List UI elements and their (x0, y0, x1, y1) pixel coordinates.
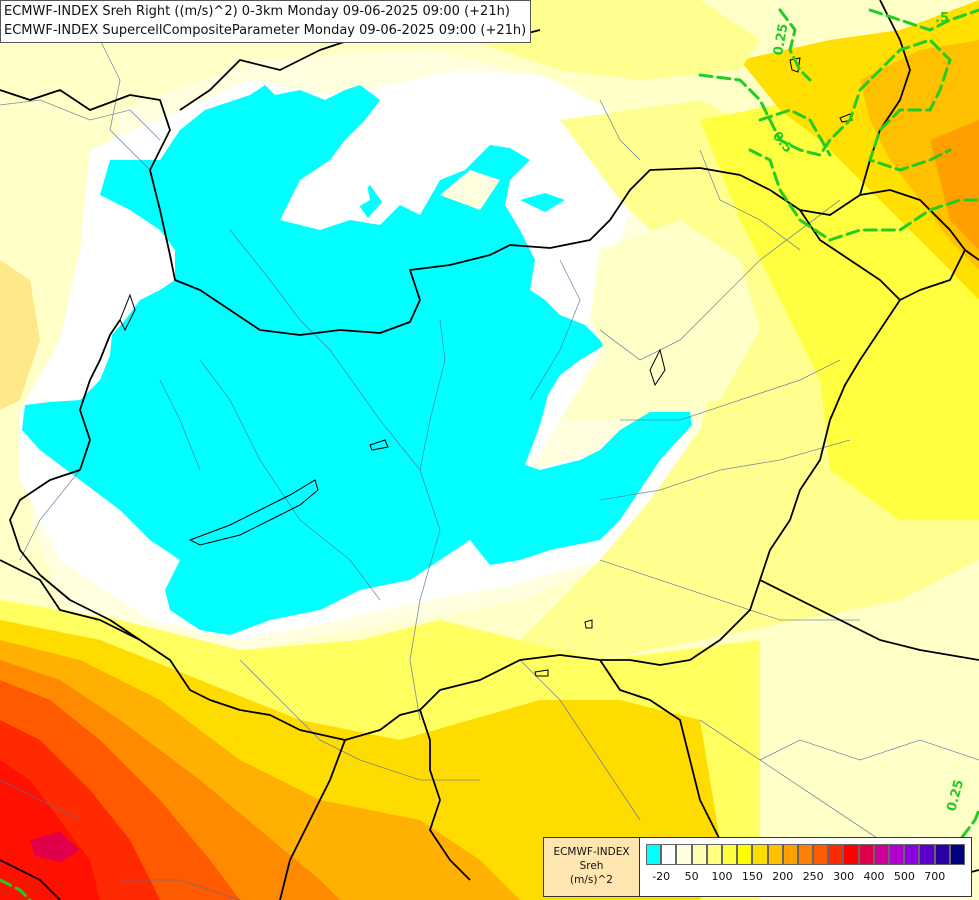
legend-swatch (828, 844, 844, 865)
cyan-island-1 (520, 193, 565, 212)
legend-tick-label: 100 (711, 870, 733, 883)
legend-tick-labels: -20 50 100 150 200 250 300 400 500 700 (646, 870, 966, 886)
legend-tick-label: 500 (893, 870, 915, 883)
legend-swatch (934, 844, 950, 865)
legend-swatch (782, 844, 798, 865)
legend-swatch (752, 844, 768, 865)
legend-swatch (646, 844, 662, 865)
pale-southeast (760, 620, 979, 820)
legend-swatch (919, 844, 935, 865)
orange-west-edge (0, 260, 40, 410)
legend-swatch (706, 844, 722, 865)
legend-label-line-3: (m/s)^2 (570, 874, 613, 886)
legend-swatch (949, 844, 965, 865)
magenta-spot (30, 832, 80, 862)
legend-tick-label: 700 (924, 870, 946, 883)
cyan-region (22, 85, 692, 635)
legend-swatch (691, 844, 707, 865)
contour-label-025-top: 0.25 (771, 22, 791, 56)
map-title-line-2: ECMWF-INDEX SupercellCompositeParameter … (4, 23, 527, 38)
map-title-box: ECMWF-INDEX Sreh Right ((m/s)^2) 0-3km M… (0, 0, 532, 43)
legend-label: ECMWF-INDEX Sreh (m/s)^2 (544, 838, 640, 896)
legend-tick-label: -20 (652, 870, 671, 883)
legend-swatch (889, 844, 905, 865)
yellow-east-inner-pale (590, 220, 760, 410)
legend-swatch (661, 844, 677, 865)
legend-swatch (813, 844, 829, 865)
legend-swatch (737, 844, 753, 865)
legend-tick-label: 50 (684, 870, 699, 883)
color-legend: ECMWF-INDEX Sreh (m/s)^2 -20 50 100 150 200 2… (543, 837, 972, 897)
legend-tick-label: 200 (772, 870, 794, 883)
rivers (0, 39, 979, 900)
legend-tick-label: 250 (802, 870, 824, 883)
map-title-line-1: ECMWF-INDEX Sreh Right ((m/s)^2) 0-3km M… (4, 4, 510, 19)
legend-swatch (904, 844, 920, 865)
legend-swatch (873, 844, 889, 865)
legend-label-line-2: Sreh (579, 860, 604, 872)
legend-swatch (843, 844, 859, 865)
legend-label-line-1: ECMWF-INDEX (553, 846, 630, 858)
legend-tick-label: 400 (863, 870, 885, 883)
legend-tick-label: 150 (741, 870, 763, 883)
legend-swatch (767, 844, 783, 865)
legend-color-bar (646, 844, 965, 865)
orange-east-edge (930, 120, 979, 250)
lakes (119, 57, 853, 677)
cyan-hole-2 (440, 170, 500, 210)
legend-swatch (676, 844, 692, 865)
legend-tick-label: 300 (833, 870, 855, 883)
contour-label-05-corner: .5 (935, 11, 949, 26)
band-deepred-south (0, 760, 100, 900)
legend-swatch (797, 844, 814, 865)
legend-swatch (858, 844, 874, 865)
legend-swatch (721, 844, 738, 865)
cyan-hole-1 (330, 175, 370, 215)
